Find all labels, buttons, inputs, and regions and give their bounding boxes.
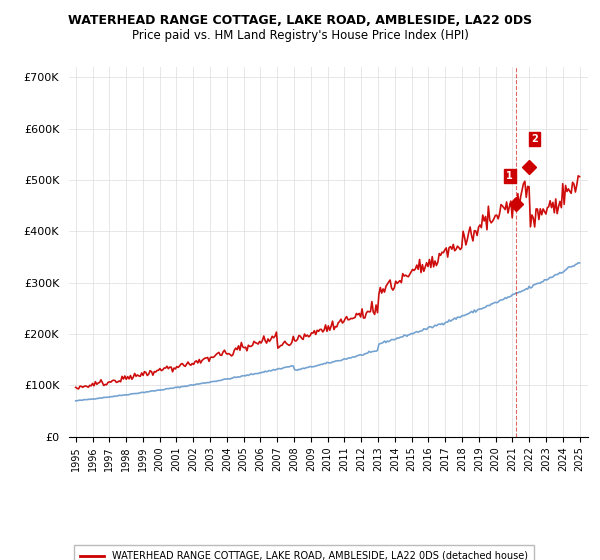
Text: WATERHEAD RANGE COTTAGE, LAKE ROAD, AMBLESIDE, LA22 0DS: WATERHEAD RANGE COTTAGE, LAKE ROAD, AMBL… bbox=[68, 14, 532, 27]
Legend: WATERHEAD RANGE COTTAGE, LAKE ROAD, AMBLESIDE, LA22 0DS (detached house), HPI: A: WATERHEAD RANGE COTTAGE, LAKE ROAD, AMBL… bbox=[74, 545, 533, 560]
Text: Price paid vs. HM Land Registry's House Price Index (HPI): Price paid vs. HM Land Registry's House … bbox=[131, 29, 469, 42]
Text: 2: 2 bbox=[531, 134, 538, 144]
Text: 1: 1 bbox=[506, 171, 513, 181]
